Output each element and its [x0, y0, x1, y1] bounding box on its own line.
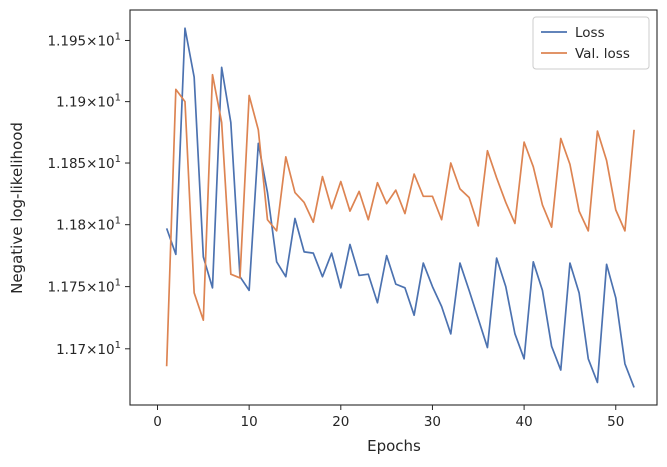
x-tick-label: 0 — [153, 414, 162, 430]
legend-label: Loss — [575, 25, 605, 41]
y-tick-label: 1.19×101 — [56, 93, 121, 111]
y-tick-label: 1.175×101 — [47, 278, 121, 296]
x-tick-label: 20 — [332, 414, 349, 430]
y-axis-label: Negative log-likelihood — [8, 122, 26, 294]
x-tick-label: 50 — [607, 414, 624, 430]
y-tick-label: 1.195×101 — [47, 31, 121, 49]
plot-frame — [129, 9, 658, 406]
legend-box — [532, 16, 650, 70]
legend-label: Val. loss — [575, 46, 630, 62]
series-line-2 — [165, 73, 635, 367]
y-tick-label: 1.185×101 — [47, 154, 121, 172]
x-tick-label: 40 — [516, 414, 533, 430]
y-tick-label: 1.17×101 — [56, 340, 121, 358]
series-line-1 — [165, 27, 635, 388]
y-tick-label: 1.18×101 — [56, 216, 121, 234]
x-tick-label: 30 — [424, 414, 441, 430]
x-axis-label: Epochs — [367, 437, 421, 455]
x-tick-label: 10 — [241, 414, 258, 430]
